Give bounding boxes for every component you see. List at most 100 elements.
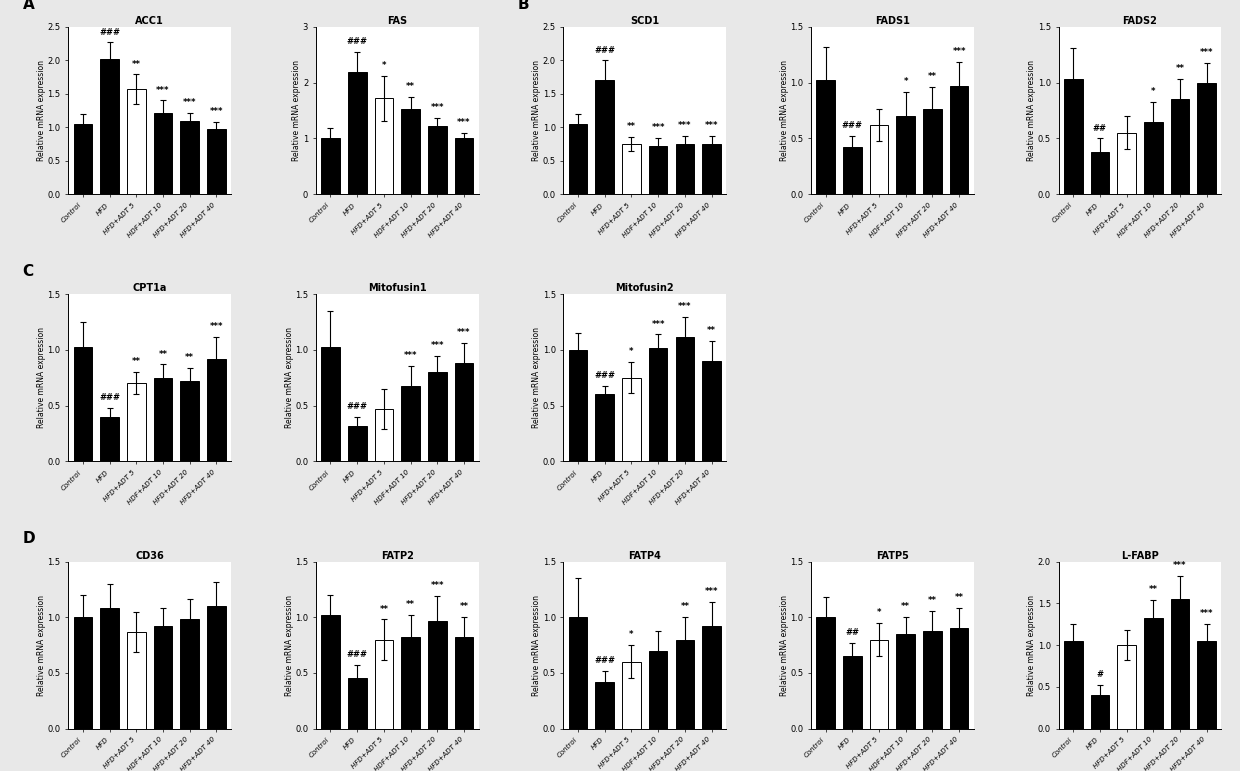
Title: Mitofusin1: Mitofusin1 (368, 284, 427, 294)
Bar (1198, 641, 1216, 729)
Title: SCD1: SCD1 (630, 16, 660, 26)
Title: FAS: FAS (387, 16, 407, 26)
Bar (374, 98, 393, 194)
Text: C: C (22, 264, 33, 279)
Text: **: ** (131, 59, 141, 69)
Bar (348, 678, 367, 729)
Bar (428, 126, 446, 194)
Bar (622, 662, 641, 729)
Title: FATP5: FATP5 (875, 550, 909, 561)
Bar (1117, 133, 1136, 194)
Text: *: * (629, 348, 634, 356)
Title: Mitofusin2: Mitofusin2 (615, 284, 675, 294)
Bar (207, 129, 226, 194)
Bar (950, 628, 968, 729)
Text: *: * (1151, 87, 1156, 96)
Bar (126, 89, 145, 194)
Bar (897, 116, 915, 194)
Bar (569, 124, 588, 194)
Text: A: A (22, 0, 35, 12)
Bar (428, 372, 446, 461)
Text: **: ** (928, 72, 937, 81)
Bar (100, 417, 119, 461)
Bar (402, 638, 420, 729)
Text: ***: *** (430, 341, 444, 350)
Text: *: * (629, 630, 634, 639)
Text: **: ** (185, 353, 195, 362)
Text: ***: *** (704, 587, 718, 596)
Text: **: ** (928, 596, 937, 604)
Y-axis label: Relative mRNA expression: Relative mRNA expression (37, 594, 46, 695)
Text: ###: ### (594, 656, 615, 665)
Bar (154, 113, 172, 194)
Bar (455, 138, 474, 194)
Bar (100, 608, 119, 729)
Bar (180, 619, 200, 729)
Y-axis label: Relative mRNA expression: Relative mRNA expression (285, 594, 294, 695)
Bar (676, 639, 694, 729)
Bar (73, 618, 92, 729)
Bar (950, 86, 968, 194)
Y-axis label: Relative mRNA expression: Relative mRNA expression (37, 60, 46, 161)
Bar (154, 626, 172, 729)
Text: ***: *** (1200, 609, 1214, 618)
Bar (455, 638, 474, 729)
Bar (126, 383, 145, 461)
Bar (100, 59, 119, 194)
Text: ***: *** (184, 98, 196, 106)
Bar (923, 631, 941, 729)
Text: ###: ### (594, 45, 615, 55)
Text: ***: *** (1173, 561, 1187, 570)
Bar (374, 409, 393, 461)
Text: ***: *** (952, 47, 966, 56)
Title: CD36: CD36 (135, 550, 164, 561)
Title: ACC1: ACC1 (135, 16, 164, 26)
Y-axis label: Relative mRNA expression: Relative mRNA expression (285, 328, 294, 428)
Text: ***: *** (704, 121, 718, 130)
Text: ###: ### (99, 28, 120, 36)
Text: **: ** (159, 349, 167, 359)
Text: ***: *** (210, 322, 223, 331)
Y-axis label: Relative mRNA expression: Relative mRNA expression (293, 60, 301, 161)
Title: CPT1a: CPT1a (133, 284, 167, 294)
Text: **: ** (405, 600, 415, 609)
Bar (923, 109, 941, 194)
Bar (402, 109, 420, 194)
Bar (180, 120, 200, 194)
Text: ###: ### (347, 650, 368, 659)
Y-axis label: Relative mRNA expression: Relative mRNA expression (532, 60, 541, 161)
Text: *: * (877, 608, 882, 617)
Bar (622, 378, 641, 461)
Bar (816, 618, 835, 729)
Text: **: ** (405, 82, 415, 91)
Bar (569, 618, 588, 729)
Text: **: ** (681, 602, 689, 611)
Text: *: * (382, 61, 386, 70)
Bar (676, 337, 694, 461)
Text: ###: ### (99, 393, 120, 402)
Bar (348, 72, 367, 194)
Bar (702, 361, 720, 461)
Bar (1145, 122, 1163, 194)
Text: ###: ### (594, 371, 615, 380)
Bar (428, 621, 446, 729)
Bar (869, 125, 888, 194)
Bar (154, 378, 172, 461)
Text: ***: *** (404, 351, 418, 360)
Bar (126, 631, 145, 729)
Y-axis label: Relative mRNA expression: Relative mRNA expression (532, 328, 541, 428)
Bar (348, 426, 367, 461)
Title: L-FABP: L-FABP (1121, 550, 1159, 561)
Bar (702, 144, 720, 194)
Bar (374, 639, 393, 729)
Text: *: * (904, 77, 908, 86)
Bar (1145, 618, 1163, 729)
Text: **: ** (131, 358, 141, 366)
Text: **: ** (627, 123, 636, 131)
Text: ###: ### (347, 37, 368, 46)
Y-axis label: Relative mRNA expression: Relative mRNA expression (532, 594, 541, 695)
Bar (1198, 82, 1216, 194)
Bar (649, 651, 667, 729)
Bar (816, 80, 835, 194)
Bar (73, 347, 92, 461)
